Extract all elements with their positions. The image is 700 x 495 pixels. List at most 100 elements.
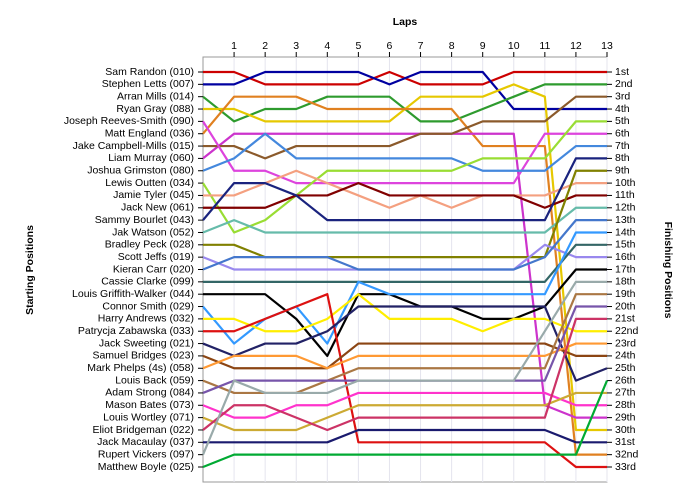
- series-line: [202, 342, 607, 370]
- y2-tick-label: 22nd: [615, 325, 639, 337]
- y-tick-label: Cassie Clarke (099): [101, 276, 194, 288]
- series-line: [202, 132, 607, 419]
- y2-tick-label: 2nd: [615, 78, 633, 90]
- y2-tick-label: 11th: [615, 189, 635, 201]
- y-tick-label: Jack New (061): [121, 202, 194, 214]
- y2-tick-label: 28th: [615, 399, 636, 411]
- series-line: [202, 391, 607, 432]
- y-tick-label: Matt England (036): [105, 128, 194, 140]
- y-tick-label: Samuel Bridges (023): [92, 350, 194, 362]
- y-tick-label: Lewis Outten (034): [105, 177, 194, 189]
- y-tick-label: Bradley Peck (028): [105, 239, 194, 251]
- series-line: [202, 206, 607, 234]
- y2-tick-label: 33rd: [615, 461, 636, 473]
- x-tick-label: 7: [418, 40, 424, 52]
- series-line: [203, 428, 607, 444]
- y2-tick-label: 30th: [615, 424, 636, 436]
- y2-tick-label: 7th: [615, 140, 630, 152]
- x-tick-label: 3: [293, 40, 299, 52]
- x-tick-label: 5: [355, 40, 361, 52]
- y2-tick-label: 14th: [615, 226, 636, 238]
- y-tick-label: Sam Randon (010): [105, 66, 194, 78]
- series-line: [202, 95, 607, 456]
- y-tick-label: Scott Jeffs (019): [118, 251, 194, 263]
- series-line: [203, 293, 607, 333]
- y-tick-label: Ryan Gray (088): [116, 103, 194, 115]
- y2-tick-label: 9th: [615, 165, 630, 177]
- y-tick-label: Kieran Carr (020): [113, 263, 194, 275]
- y2-tick-label: 8th: [615, 152, 630, 164]
- y2-tick-label: 6th: [615, 128, 630, 140]
- y-tick-label: Jack Macaulay (037): [97, 436, 194, 448]
- chart-title: Laps: [393, 16, 418, 28]
- y2-tick-label: 15th: [615, 239, 636, 251]
- series-line: [202, 380, 609, 469]
- y-tick-label: Jak Watson (052): [112, 226, 194, 238]
- y2-tick-label: 25th: [615, 362, 636, 374]
- y2-tick-label: 20th: [615, 300, 636, 312]
- y-tick-label: Arran Mills (014): [117, 90, 194, 102]
- x-tick-label: 6: [387, 40, 393, 52]
- y2-tick-label: 17th: [615, 263, 636, 275]
- y2-tick-label: 16th: [615, 251, 636, 263]
- series-line: [203, 95, 607, 160]
- series-line: [203, 181, 607, 209]
- x-tick-label: 13: [601, 40, 613, 52]
- x-tick-label: 8: [449, 40, 455, 52]
- y2-tick-label: 4th: [615, 103, 630, 115]
- y-tick-label: Matthew Boyle (025): [98, 461, 194, 473]
- y-tick-label: Connor Smith (029): [102, 300, 194, 312]
- y-tick-label: Stephen Letts (007): [102, 78, 194, 90]
- series-line: [202, 317, 607, 432]
- series-line: [202, 120, 607, 234]
- series-line: [202, 120, 607, 185]
- series-line: [202, 219, 607, 271]
- x-tick-label: 2: [262, 40, 268, 52]
- y2-tick-label: 3rd: [615, 90, 630, 102]
- y-tick-label: Joseph Reeves-Smith (090): [64, 115, 194, 127]
- x-tick-label: 12: [570, 40, 582, 52]
- y2-tick-label: 10th: [615, 177, 636, 189]
- y2-tick-label: 21st: [615, 313, 635, 325]
- series-line: [203, 268, 607, 358]
- y2-tick-label: 27th: [615, 387, 636, 399]
- y2-axis-title: Finishing Positions: [662, 222, 674, 319]
- x-tick-label: 1: [231, 40, 237, 52]
- y-tick-label: Jake Campbell-Mills (015): [73, 140, 194, 152]
- series-line: [202, 391, 607, 419]
- x-tick-label: 11: [539, 40, 550, 52]
- y-tick-label: Louis Griffith-Walker (044): [72, 288, 194, 300]
- y2-tick-label: 26th: [615, 374, 636, 386]
- series-line: [202, 305, 608, 382]
- y2-tick-label: 32nd: [615, 448, 639, 460]
- y2-tick-label: 29th: [615, 411, 636, 423]
- y2-tick-label: 31st: [615, 436, 635, 448]
- x-tick-label: 10: [508, 40, 520, 52]
- y-tick-label: Eliot Bridgeman (022): [92, 424, 194, 436]
- y-tick-label: Rupert Vickers (097): [98, 448, 194, 460]
- series-line: [203, 293, 607, 469]
- y-axis-title: Starting Positions: [24, 225, 36, 315]
- y-tick-label: Jamie Tyler (045): [113, 189, 194, 201]
- y2-tick-label: 19th: [615, 288, 636, 300]
- y-tick-label: Jack Sweeting (021): [99, 337, 194, 349]
- y-tick-label: Patrycja Zabawska (033): [78, 325, 194, 337]
- y2-tick-label: 24th: [615, 350, 636, 362]
- series-line: [203, 70, 607, 111]
- series-line: [202, 342, 607, 370]
- y-tick-label: Mark Phelps (4s) (058): [87, 362, 194, 374]
- series-line: [203, 169, 607, 209]
- series-line: [202, 132, 607, 172]
- series-line: [203, 243, 607, 283]
- y2-tick-label: 13th: [615, 214, 636, 226]
- series-line: [201, 280, 607, 456]
- y-tick-label: Sammy Bourlet (043): [95, 214, 194, 226]
- y2-tick-label: 5th: [615, 115, 630, 127]
- y-tick-label: Mason Bates (073): [105, 399, 194, 411]
- y2-tick-label: 12th: [615, 202, 636, 214]
- y2-tick-label: 1st: [615, 66, 629, 78]
- series-line: [202, 157, 607, 222]
- y2-tick-label: 18th: [615, 276, 636, 288]
- y-tick-label: Louis Back (059): [115, 374, 194, 386]
